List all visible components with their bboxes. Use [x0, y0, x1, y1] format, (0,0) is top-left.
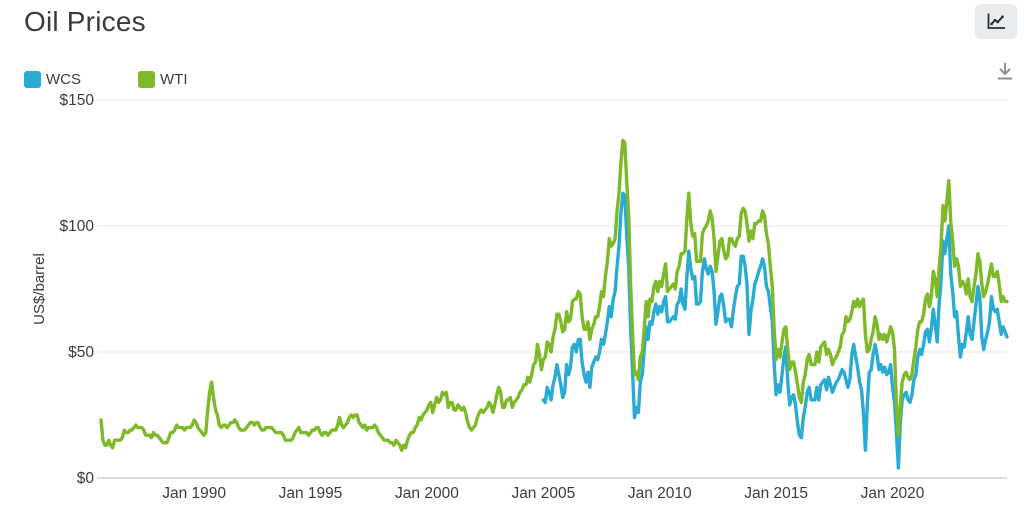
download-icon	[998, 63, 1012, 80]
legend-item-wcs[interactable]: WCS	[24, 71, 81, 88]
svg-text:$150: $150	[60, 92, 95, 109]
svg-text:Jan 2000: Jan 2000	[395, 485, 459, 502]
svg-text:Jan 2005: Jan 2005	[511, 485, 575, 502]
wti-legend-label: WTI	[160, 71, 188, 88]
page-title: Oil Prices	[24, 6, 146, 37]
download-button[interactable]	[992, 60, 1018, 82]
svg-text:$0: $0	[77, 470, 95, 487]
legend-item-wti[interactable]: WTI	[138, 71, 188, 88]
chart-type-button[interactable]	[975, 4, 1017, 39]
line-chart-icon	[987, 13, 1005, 29]
wcs-color-swatch	[24, 71, 41, 88]
wcs-legend-label: WCS	[46, 71, 81, 88]
legend: WCS WTI	[24, 71, 188, 88]
svg-text:Jan 1995: Jan 1995	[279, 485, 343, 502]
svg-text:$50: $50	[68, 344, 94, 361]
svg-text:US$/barrel: US$/barrel	[31, 253, 48, 325]
wti-color-swatch	[138, 71, 155, 88]
svg-text:Jan 1990: Jan 1990	[162, 485, 226, 502]
svg-text:Jan 2010: Jan 2010	[628, 485, 692, 502]
svg-text:$100: $100	[60, 218, 95, 235]
svg-text:Jan 2020: Jan 2020	[861, 485, 925, 502]
svg-text:Jan 2015: Jan 2015	[744, 485, 808, 502]
